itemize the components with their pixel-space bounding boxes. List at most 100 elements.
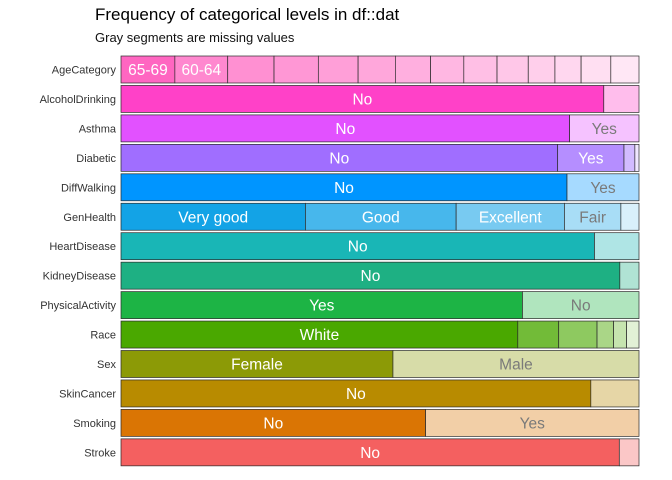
segment-label: No: [329, 150, 349, 167]
bar-segment: [517, 320, 560, 349]
y-tick-label: Smoking: [73, 418, 116, 430]
bar-segment: [120, 144, 559, 172]
bar-segment: [610, 55, 640, 84]
segment-label: Good: [362, 209, 400, 226]
bar-row-skincancer: SkinCancer No: [59, 379, 640, 408]
bar-segment: [120, 114, 570, 143]
bar-segment: [120, 85, 605, 113]
segment-label: Yes: [578, 150, 604, 167]
bar-segment: [590, 379, 640, 408]
bar-segment: [613, 320, 627, 349]
bar-segment: [564, 202, 622, 231]
bar-segment: [618, 438, 640, 467]
bar-segment: [174, 55, 229, 84]
bar-segment: [392, 350, 640, 378]
bar-segment: [430, 55, 465, 84]
bar-segment: [120, 55, 176, 84]
chart-title: Frequency of categorical levels in df::d…: [95, 5, 400, 24]
bar-row-alcoholdrinking: AlcoholDrinking No: [40, 85, 640, 113]
bar-segment: [463, 55, 498, 84]
bar-row-diabetic: Diabetic No Yes: [76, 144, 640, 172]
bar-segment: [357, 55, 396, 84]
y-tick-label: DiffWalking: [61, 182, 116, 194]
bar-row-genhealth: GenHealth Very good Good Excellent Fair: [63, 202, 640, 231]
bar-segment: [395, 55, 431, 84]
segment-label: 65-69: [128, 62, 168, 79]
segment-label: Fair: [579, 209, 606, 226]
bar-segment: [596, 320, 614, 349]
bar-row-asthma: Asthma No Yes: [79, 114, 640, 143]
bar-segment: [522, 291, 640, 319]
y-tick-label: SkinCancer: [59, 388, 116, 400]
segment-label: No: [571, 298, 591, 315]
segment-label: White: [300, 327, 340, 344]
segment-label: Yes: [309, 298, 335, 315]
bar-segment: [634, 144, 640, 172]
bar-segment: [120, 173, 568, 202]
bar-segment: [317, 55, 359, 84]
bar-segment: [554, 55, 582, 84]
bar-segment: [273, 55, 319, 84]
y-tick-label: KidneyDisease: [43, 271, 116, 283]
segment-label: Excellent: [479, 209, 543, 226]
bar-segment: [557, 144, 625, 172]
bar-segment: [626, 320, 640, 349]
bar-row-agecategory: AgeCategory 65-69 60-64: [52, 55, 640, 84]
chart-subtitle: Gray segments are missing values: [95, 30, 295, 45]
bar-segment: [620, 202, 640, 231]
bar-row-kidneydisease: KidneyDisease No: [43, 261, 640, 290]
bar-row-heartdisease: HeartDisease No: [49, 232, 640, 261]
bar-segment: [120, 379, 592, 408]
y-tick-label: Diabetic: [76, 153, 116, 165]
segment-label: No: [263, 415, 283, 432]
bar-segment: [496, 55, 529, 84]
bar-row-physicalactivity: PhysicalActivity Yes No: [40, 291, 640, 319]
bar-segment: [227, 55, 275, 84]
bar-segment: [120, 291, 523, 319]
segment-label: Very good: [178, 209, 248, 226]
segment-label: No: [361, 268, 381, 285]
y-tick-label: PhysicalActivity: [40, 300, 116, 312]
segment-label: Female: [231, 357, 283, 374]
bar-segment: [603, 85, 640, 113]
segment-label: No: [348, 239, 368, 256]
bar-segment: [120, 320, 519, 349]
segment-label: Yes: [590, 180, 616, 197]
segment-label: No: [352, 91, 372, 108]
bar-segment: [120, 409, 426, 437]
y-tick-label: AlcoholDrinking: [40, 94, 116, 106]
y-tick-label: Sex: [97, 359, 116, 371]
bar-segment: [566, 173, 640, 202]
bar-segment: [623, 144, 636, 172]
bar-row-stroke: Stroke No: [84, 438, 640, 467]
bar-row-smoking: Smoking No Yes: [73, 409, 640, 437]
y-tick-label: HeartDisease: [49, 241, 116, 253]
bar-segment: [619, 261, 640, 290]
y-tick-label: AgeCategory: [52, 65, 117, 77]
bar-segment: [527, 55, 556, 84]
bar-segment: [594, 232, 640, 261]
bar-segment: [120, 232, 595, 261]
segment-label: No: [334, 180, 354, 197]
bar-segment: [425, 409, 640, 437]
bar-segment: [558, 320, 598, 349]
segment-label: Male: [499, 357, 533, 374]
bar-row-sex: Sex Female Male: [97, 350, 640, 378]
bar-row-race: Race White: [90, 320, 640, 349]
y-tick-label: GenHealth: [63, 212, 116, 224]
y-tick-label: Race: [90, 330, 116, 342]
segment-label: Yes: [592, 121, 618, 138]
segment-label: No: [335, 121, 355, 138]
y-tick-label: Asthma: [79, 123, 117, 135]
segment-label: 60-64: [181, 62, 221, 79]
segment-label: No: [346, 386, 366, 403]
segment-label: No: [360, 445, 380, 462]
bar-segment: [569, 114, 640, 143]
bar-segment: [120, 202, 306, 231]
bar-segment: [120, 350, 394, 378]
bar-segment: [580, 55, 612, 84]
segment-label: Yes: [520, 415, 546, 432]
bar-row-diffwalking: DiffWalking No Yes: [61, 173, 640, 202]
